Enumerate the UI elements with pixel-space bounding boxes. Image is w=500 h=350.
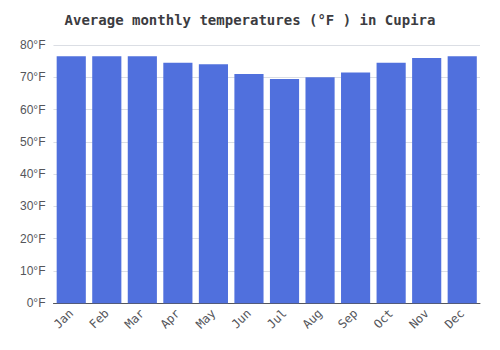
svg-text:Jun: Jun xyxy=(229,306,254,331)
svg-text:Feb: Feb xyxy=(87,306,112,331)
svg-text:May: May xyxy=(193,306,218,331)
svg-text:50°F: 50°F xyxy=(20,135,45,149)
svg-text:80°F: 80°F xyxy=(20,38,45,52)
svg-text:Apr: Apr xyxy=(158,306,183,331)
svg-text:Aug: Aug xyxy=(300,306,325,331)
svg-text:Oct: Oct xyxy=(371,306,396,331)
svg-text:Sep: Sep xyxy=(335,306,360,331)
svg-text:Jan: Jan xyxy=(51,306,76,331)
svg-text:10°F: 10°F xyxy=(20,264,45,278)
svg-text:30°F: 30°F xyxy=(20,199,45,213)
svg-text:70°F: 70°F xyxy=(20,70,45,84)
svg-text:Mar: Mar xyxy=(122,306,147,331)
svg-text:60°F: 60°F xyxy=(20,103,45,117)
svg-text:40°F: 40°F xyxy=(20,167,45,181)
svg-text:Dec: Dec xyxy=(442,306,467,331)
svg-text:Average monthly temperatures (: Average monthly temperatures (°F ) in Cu… xyxy=(65,12,436,28)
svg-text:Jul: Jul xyxy=(264,306,289,331)
svg-text:20°F: 20°F xyxy=(20,232,45,246)
svg-text:Nov: Nov xyxy=(406,306,431,331)
svg-text:0°F: 0°F xyxy=(27,296,46,310)
